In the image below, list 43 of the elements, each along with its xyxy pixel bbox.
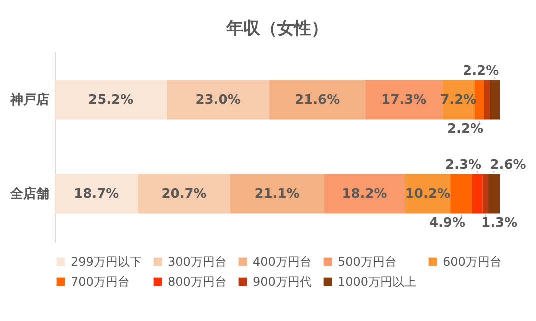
legend-label: 299万円以下 (71, 255, 142, 269)
data-label: 23.0% (196, 92, 241, 108)
y-tick-label: 神戸店 (10, 92, 50, 108)
chart-title: 年収（女性） (226, 19, 328, 39)
bar (230, 174, 324, 214)
data-label: 2.3% (445, 158, 482, 174)
data-label: 21.6% (294, 92, 340, 108)
data-label: 25.2% (88, 92, 134, 108)
legend-label: 700万円台 (71, 275, 130, 289)
bar (324, 174, 406, 214)
data-label: 2.6% (490, 158, 526, 174)
bar (450, 174, 472, 214)
bar (55, 80, 168, 120)
bar (366, 80, 443, 120)
legend-label: 600万円台 (443, 255, 502, 269)
data-label: 2.2% (447, 122, 484, 137)
data-label: 17.3% (382, 92, 427, 108)
legend-label: 400万円台 (253, 255, 312, 269)
bar (167, 80, 270, 120)
legend-label: 300万円台 (168, 255, 227, 269)
bar (474, 80, 484, 120)
data-label: 10.2% (405, 187, 450, 202)
bar (488, 174, 500, 214)
bar (484, 80, 490, 120)
data-label: 2.2% (463, 64, 500, 79)
data-label: 18.2% (342, 187, 388, 202)
bar (55, 174, 138, 214)
y-tick-label: 全店舗 (10, 186, 50, 202)
bar (138, 174, 230, 214)
legend-label: 800万円台 (168, 275, 227, 289)
data-label: 18.7% (74, 187, 120, 202)
data-label: 21.1% (254, 187, 300, 202)
bar (482, 174, 488, 214)
legend-label: 500万円台 (338, 255, 397, 269)
bar (490, 80, 500, 120)
data-label: 7.2% (440, 92, 477, 108)
bar (472, 174, 483, 214)
data-label: 1.3% (482, 216, 518, 232)
legend-label: 900万円代 (253, 275, 312, 289)
data-label: 20.7% (162, 187, 207, 202)
legend-label: 1000万円以上 (338, 275, 417, 289)
bar (269, 80, 366, 120)
data-label: 4.9% (429, 216, 466, 232)
